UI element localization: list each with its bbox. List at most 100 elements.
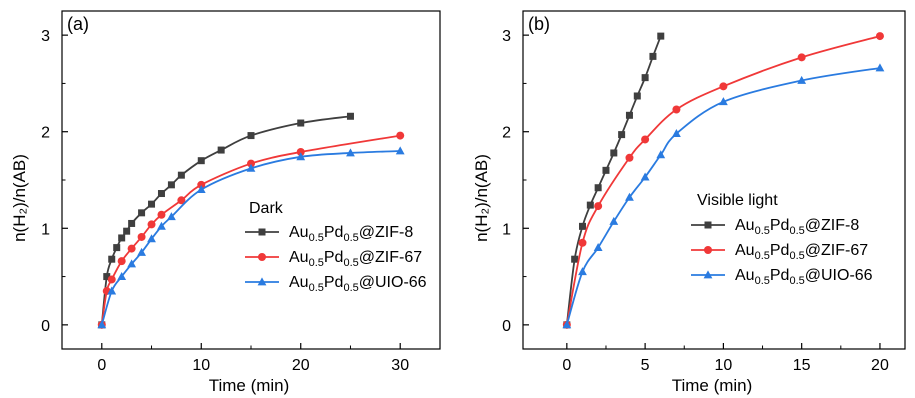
data-point: [103, 273, 111, 281]
data-point: [346, 148, 355, 157]
data-point: [137, 247, 146, 256]
data-point: [117, 257, 126, 266]
data-point: [197, 180, 206, 189]
data-point: [157, 190, 165, 198]
data-point: [128, 219, 136, 227]
data-point: [127, 259, 137, 268]
data-point: [672, 129, 681, 138]
data-point: [157, 210, 166, 219]
series-triangle: [562, 63, 885, 329]
chart-panel-b: 0 5 10 15 20 0 1 2 3 Time (min) n(H₂)/n(AB) (b) Visi…: [472, 10, 906, 395]
legend-label: Au0.5Pd0.5@ZIF-67: [289, 249, 422, 269]
data-point: [113, 244, 121, 252]
data-point: [296, 152, 306, 161]
data-point: [107, 286, 117, 295]
legend-marker: [704, 246, 712, 254]
data-point: [640, 172, 650, 181]
data-point: [197, 157, 205, 165]
legend-label: Au0.5Pd0.5@UIO-66: [735, 267, 873, 287]
data-point: [618, 131, 626, 139]
y-tick-label: 3: [41, 28, 50, 45]
legend-label: Au0.5Pd0.5@ZIF-67: [735, 242, 868, 262]
legend-entry: Au0.5Pd0.5@UIO-66: [245, 274, 427, 294]
data-point: [594, 202, 603, 211]
legend-entry: Au0.5Pd0.5@UIO-66: [691, 267, 873, 287]
data-point: [602, 166, 610, 174]
data-point: [148, 200, 156, 208]
y-axis-label: n(H₂)/n(AB): [10, 154, 29, 242]
data-point: [578, 222, 586, 230]
data-point: [123, 227, 131, 235]
data-point: [875, 63, 885, 72]
data-point: [247, 159, 255, 168]
legend-marker: [703, 270, 713, 279]
legend-marker: [258, 253, 266, 261]
data-point: [167, 181, 175, 189]
series-circle: [97, 131, 405, 329]
data-point: [177, 196, 186, 205]
legend-label: Au0.5Pd0.5@ZIF-8: [289, 224, 413, 244]
data-point: [625, 111, 633, 119]
data-point: [586, 201, 594, 209]
data-point: [578, 238, 587, 247]
legend-marker: [704, 221, 712, 229]
data-point: [395, 146, 405, 155]
data-point: [641, 74, 649, 82]
y-tick-label: 0: [41, 318, 50, 335]
legend-entry: Au0.5Pd0.5@ZIF-8: [245, 224, 413, 244]
data-point: [657, 32, 665, 40]
panel-label: (a): [67, 14, 89, 34]
legend-entry: Au0.5Pd0.5@ZIF-67: [245, 249, 422, 269]
data-point: [177, 171, 185, 179]
x-tick-label: 30: [391, 357, 409, 374]
data-point: [127, 244, 136, 253]
data-point: [610, 149, 618, 157]
data-point: [562, 320, 572, 329]
legend-entry: Au0.5Pd0.5@ZIF-8: [691, 217, 859, 237]
x-tick-label: 5: [641, 357, 650, 374]
data-point: [719, 82, 728, 91]
data-point: [641, 135, 650, 144]
data-point: [147, 234, 156, 243]
legend-marker: [257, 277, 267, 286]
data-point: [138, 209, 146, 217]
y-tick-label: 3: [502, 28, 511, 45]
y-tick-label: 1: [41, 221, 50, 238]
legend-label: Au0.5Pd0.5@ZIF-8: [735, 217, 859, 237]
data-point: [246, 163, 256, 172]
data-point: [247, 132, 255, 140]
series-square: [98, 112, 354, 329]
data-point: [594, 184, 602, 192]
data-point: [609, 216, 619, 225]
data-point: [633, 92, 641, 100]
data-point: [625, 153, 634, 162]
legend-title: Dark: [249, 200, 284, 217]
x-axis-label: Time (min): [672, 376, 753, 395]
legend-marker: [258, 228, 266, 236]
plot-frame: [61, 10, 441, 350]
y-axis-label: n(H₂)/n(AB): [472, 154, 491, 242]
data-point: [297, 119, 305, 127]
data-point: [718, 97, 728, 106]
x-tick-label: 10: [192, 357, 210, 374]
series-triangle: [97, 146, 405, 329]
panel-label: (b): [528, 14, 550, 34]
data-point: [137, 232, 146, 241]
data-point: [97, 320, 107, 329]
data-point: [656, 150, 666, 159]
data-point: [649, 52, 657, 60]
legend-title: Visible light: [697, 192, 778, 209]
x-tick-label: 15: [793, 357, 811, 374]
y-tick-label: 1: [502, 221, 511, 238]
data-point: [875, 32, 884, 41]
y-tick-label: 0: [502, 318, 511, 335]
series-square: [563, 32, 665, 329]
data-point: [108, 255, 116, 263]
x-tick-label: 0: [562, 357, 571, 374]
chart-panel-a: 0 10 20 30 0 1 2 3 Time (min) n(H₂)/n(AB) (a) Dark A…: [10, 10, 441, 395]
data-point: [217, 146, 225, 154]
y-tick-label: 2: [502, 125, 511, 142]
data-point: [107, 275, 116, 284]
data-point: [157, 221, 166, 230]
